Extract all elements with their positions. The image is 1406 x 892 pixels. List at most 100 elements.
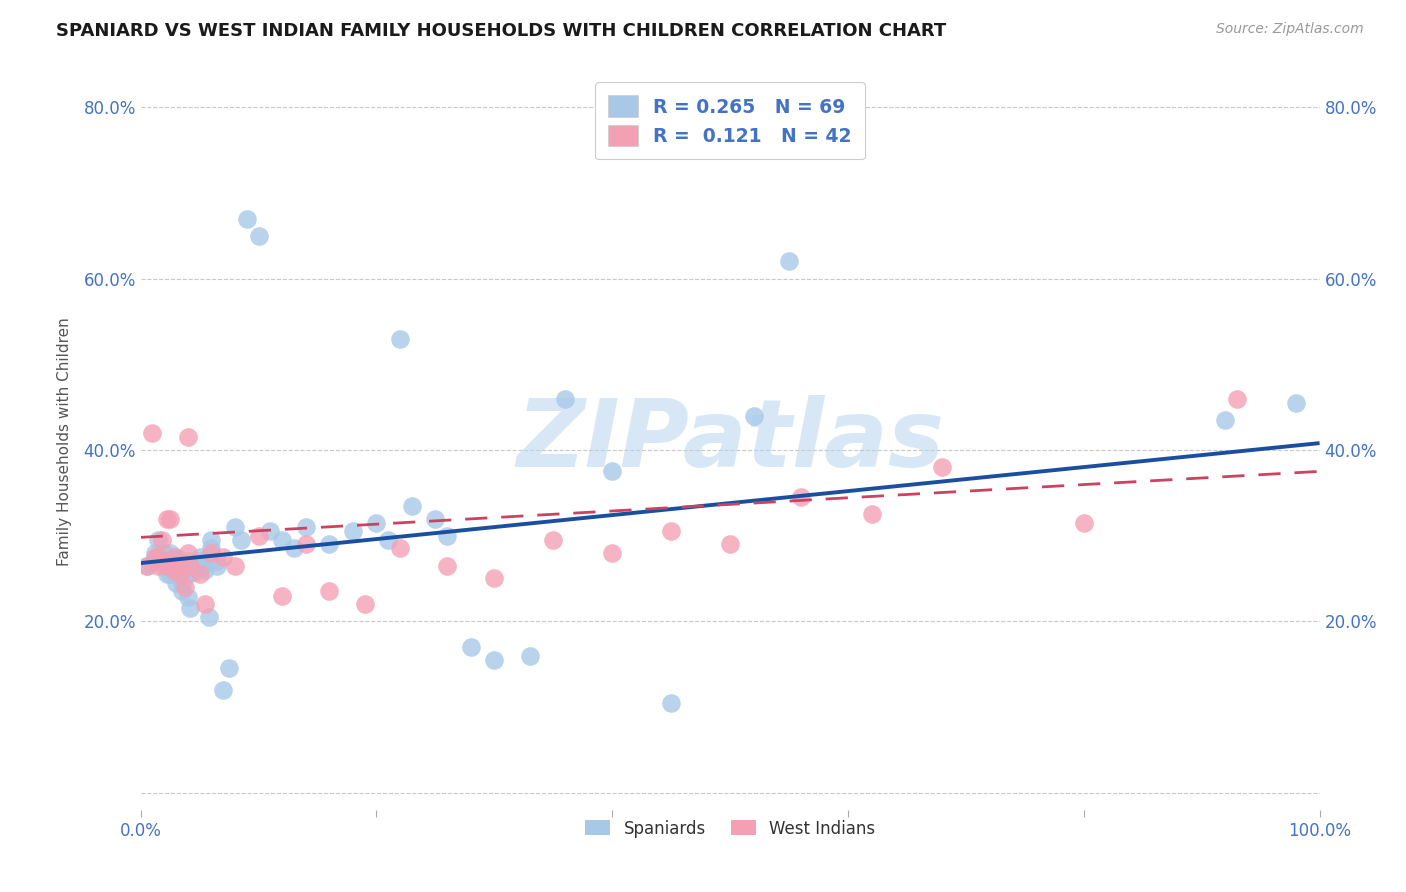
Point — [519, 648, 541, 663]
Point — [179, 601, 201, 615]
Point — [153, 546, 176, 560]
Point — [860, 507, 883, 521]
Point — [165, 550, 187, 565]
Legend: Spaniards, West Indians: Spaniards, West Indians — [578, 813, 882, 844]
Point — [200, 541, 222, 556]
Point — [1073, 516, 1095, 530]
Point — [224, 558, 246, 573]
Point — [188, 567, 211, 582]
Point — [177, 430, 200, 444]
Point — [484, 572, 506, 586]
Point — [200, 546, 222, 560]
Point — [742, 409, 765, 423]
Point — [1213, 413, 1236, 427]
Point — [143, 546, 166, 560]
Point — [659, 696, 682, 710]
Point — [294, 537, 316, 551]
Point — [174, 558, 197, 573]
Point — [436, 558, 458, 573]
Point — [931, 460, 953, 475]
Point — [484, 653, 506, 667]
Point — [425, 511, 447, 525]
Point — [155, 558, 177, 573]
Point — [169, 567, 191, 582]
Y-axis label: Family Households with Children: Family Households with Children — [58, 317, 72, 566]
Point — [165, 575, 187, 590]
Point — [207, 554, 229, 568]
Point — [155, 511, 177, 525]
Point — [377, 533, 399, 547]
Point — [153, 554, 176, 568]
Point — [163, 550, 186, 565]
Point — [165, 556, 187, 570]
Point — [188, 550, 211, 565]
Point — [148, 533, 170, 547]
Point — [163, 563, 186, 577]
Point — [389, 332, 412, 346]
Point — [200, 533, 222, 547]
Point — [247, 528, 270, 542]
Point — [177, 554, 200, 568]
Point — [194, 563, 217, 577]
Point — [186, 558, 208, 573]
Point — [600, 546, 623, 560]
Point — [271, 589, 294, 603]
Point — [198, 610, 221, 624]
Point — [460, 640, 482, 654]
Point — [159, 546, 181, 560]
Point — [318, 537, 340, 551]
Point — [659, 524, 682, 539]
Point — [165, 554, 187, 568]
Point — [318, 584, 340, 599]
Point — [389, 541, 412, 556]
Point — [543, 533, 565, 547]
Point — [353, 597, 375, 611]
Point — [150, 554, 173, 568]
Point — [174, 580, 197, 594]
Point — [163, 567, 186, 582]
Point — [177, 567, 200, 582]
Point — [718, 537, 741, 551]
Point — [163, 550, 186, 565]
Text: ZIPatlas: ZIPatlas — [516, 395, 945, 487]
Point — [1226, 392, 1249, 406]
Point — [155, 558, 177, 573]
Point — [170, 584, 193, 599]
Point — [177, 546, 200, 560]
Point — [224, 520, 246, 534]
Point — [159, 567, 181, 582]
Point — [259, 524, 281, 539]
Point — [212, 550, 235, 565]
Point — [177, 558, 200, 573]
Point — [207, 558, 229, 573]
Point — [229, 533, 252, 547]
Point — [159, 511, 181, 525]
Point — [169, 558, 191, 573]
Point — [436, 528, 458, 542]
Point — [342, 524, 364, 539]
Point — [170, 575, 193, 590]
Point — [165, 558, 187, 573]
Point — [141, 425, 163, 440]
Point — [169, 567, 191, 582]
Point — [177, 591, 200, 605]
Point — [600, 464, 623, 478]
Point — [143, 550, 166, 565]
Text: Source: ZipAtlas.com: Source: ZipAtlas.com — [1216, 22, 1364, 37]
Point — [153, 558, 176, 573]
Point — [141, 556, 163, 570]
Point — [294, 520, 316, 534]
Point — [778, 254, 800, 268]
Point — [135, 558, 157, 573]
Point — [148, 558, 170, 573]
Point — [155, 567, 177, 582]
Point — [236, 211, 259, 226]
Point — [212, 682, 235, 697]
Point — [148, 550, 170, 565]
Point — [194, 597, 217, 611]
Point — [188, 554, 211, 568]
Point — [148, 554, 170, 568]
Point — [179, 558, 201, 573]
Point — [271, 533, 294, 547]
Point — [159, 556, 181, 570]
